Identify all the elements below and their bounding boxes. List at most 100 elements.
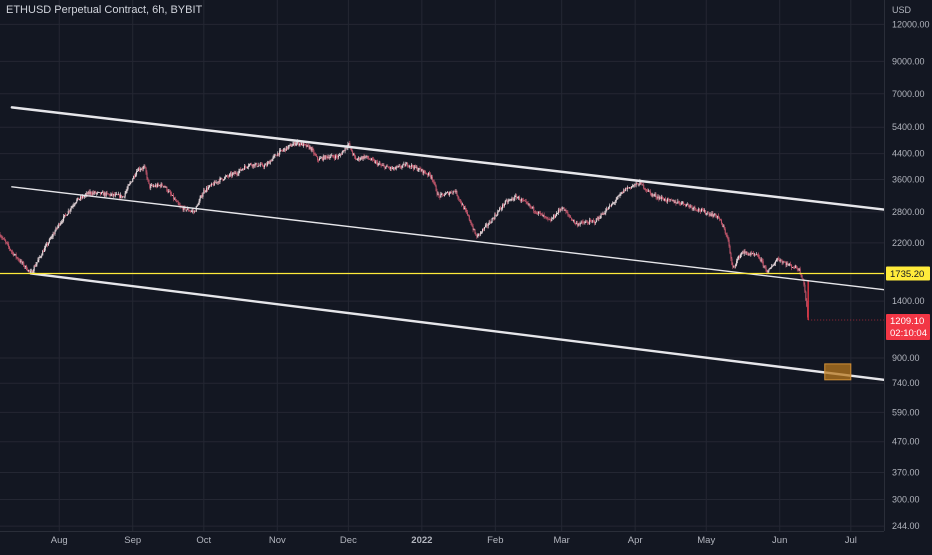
candle-body	[96, 192, 98, 194]
candle-body	[670, 199, 672, 201]
candle-body	[189, 210, 191, 212]
candle-body	[498, 210, 500, 212]
price-axis-unit: USD	[892, 5, 912, 15]
candle-body	[256, 163, 258, 167]
candle-body	[735, 264, 737, 267]
candle-body	[422, 169, 424, 174]
time-axis[interactable]: Aug Sep Oct Nov Dec 2022 Feb Mar Apr May Jun Jul	[0, 531, 884, 550]
candle-body	[65, 214, 67, 216]
candle-body	[728, 239, 730, 246]
price-axis[interactable]: USD 12000.00 9000.00 7000.00 5400.00 4400.00 3…	[884, 0, 932, 550]
price-tick-label: 1400.00	[892, 296, 925, 306]
candle-body	[505, 200, 507, 202]
candle-body	[489, 221, 491, 223]
candle-body	[257, 166, 259, 168]
candle-body	[286, 146, 288, 149]
candle-body	[18, 259, 20, 261]
trend-lines[interactable]	[10, 106, 886, 382]
candle-body	[610, 204, 613, 207]
candle-body	[236, 173, 238, 175]
candle-body	[485, 224, 487, 226]
candle-body	[358, 157, 360, 160]
candle-body	[615, 199, 617, 202]
price-tick-label: 300.00	[892, 495, 920, 505]
candle-body	[494, 214, 496, 219]
candle-body	[117, 194, 119, 196]
candle-body	[696, 209, 698, 211]
candle-body	[624, 189, 626, 192]
candle-body	[85, 193, 87, 195]
candle-body	[770, 267, 772, 269]
candle-body	[97, 192, 99, 193]
candle-body	[512, 198, 514, 200]
candle-body	[792, 267, 794, 268]
candle-body	[190, 211, 192, 212]
candle-body	[401, 165, 403, 168]
candle-body	[273, 155, 275, 157]
candle-body	[765, 266, 767, 271]
candle-body	[694, 206, 696, 209]
candle-body	[111, 193, 113, 195]
candle-body	[524, 200, 526, 202]
candle-body	[191, 210, 194, 212]
price-tick-label: 470.00	[892, 437, 920, 447]
candle-body	[686, 204, 688, 206]
candle-body	[254, 164, 256, 167]
candle-body	[418, 168, 420, 171]
candle-body	[590, 220, 592, 221]
candle-body	[446, 192, 449, 193]
candle-body	[725, 233, 727, 235]
candle-body	[15, 254, 17, 258]
candle-body	[362, 156, 364, 159]
candle-body	[31, 270, 33, 273]
candle-body	[719, 219, 722, 221]
candle-body	[671, 200, 673, 202]
candle-body	[583, 222, 585, 224]
candle-body	[417, 170, 419, 171]
candle-body	[462, 204, 464, 206]
candle-body	[407, 163, 409, 167]
candle-body	[101, 192, 103, 194]
candle-body	[266, 163, 268, 166]
candle-body	[431, 176, 433, 181]
candle-body	[255, 163, 257, 165]
candle-body	[403, 163, 405, 165]
candle-body	[138, 168, 140, 170]
candle-body	[336, 155, 338, 157]
candle-body	[5, 240, 7, 243]
candle-body	[10, 250, 12, 252]
candle-body	[571, 217, 573, 221]
candle-body	[520, 198, 522, 201]
candle-body	[551, 218, 553, 221]
candle-body	[153, 186, 155, 187]
candle-body	[120, 194, 122, 198]
candle-body	[747, 253, 749, 256]
candle-body	[681, 202, 683, 204]
candle-body	[409, 165, 412, 167]
candle-body	[161, 183, 163, 186]
candle-body	[377, 163, 379, 166]
candle-body	[698, 208, 700, 211]
candle-body	[657, 196, 659, 199]
candle-body	[370, 159, 372, 161]
candle-body	[63, 216, 65, 221]
candle-body	[174, 198, 176, 201]
candle-body	[306, 144, 308, 147]
candle-body	[218, 181, 220, 183]
time-tick-label: Sep	[124, 535, 141, 546]
candle-body	[755, 254, 758, 256]
candle-body	[46, 243, 48, 245]
candle-body	[318, 158, 321, 161]
candle-body	[762, 261, 764, 266]
candle-body	[214, 181, 216, 184]
candle-body	[217, 181, 219, 183]
candle-body	[592, 220, 595, 222]
candle-body	[665, 200, 668, 202]
candle-body	[227, 176, 230, 178]
candle-body	[99, 192, 101, 193]
candle-body	[226, 175, 228, 177]
candle-body	[637, 183, 639, 186]
candle-body	[205, 190, 207, 192]
